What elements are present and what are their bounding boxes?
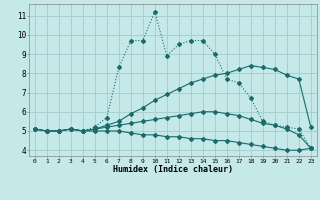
X-axis label: Humidex (Indice chaleur): Humidex (Indice chaleur) (113, 165, 233, 174)
